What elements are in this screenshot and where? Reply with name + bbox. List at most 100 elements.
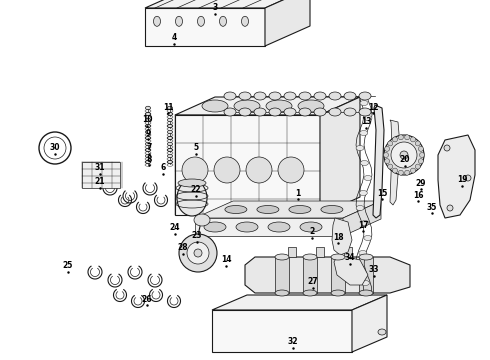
- Ellipse shape: [284, 92, 296, 100]
- Polygon shape: [275, 257, 289, 293]
- Ellipse shape: [411, 168, 416, 173]
- Text: 5: 5: [194, 144, 198, 153]
- Text: 3: 3: [212, 4, 218, 13]
- Ellipse shape: [146, 106, 150, 110]
- Ellipse shape: [289, 206, 311, 213]
- Ellipse shape: [384, 135, 424, 175]
- Ellipse shape: [360, 100, 368, 105]
- Ellipse shape: [400, 151, 408, 159]
- Polygon shape: [331, 257, 345, 293]
- Ellipse shape: [416, 141, 420, 146]
- Polygon shape: [390, 120, 400, 205]
- Polygon shape: [343, 201, 381, 236]
- Ellipse shape: [179, 234, 217, 272]
- Ellipse shape: [356, 145, 364, 150]
- Ellipse shape: [239, 92, 251, 100]
- Text: 1: 1: [295, 189, 301, 198]
- Ellipse shape: [194, 249, 202, 257]
- Ellipse shape: [398, 170, 403, 175]
- Ellipse shape: [398, 135, 403, 140]
- Ellipse shape: [168, 160, 172, 164]
- Ellipse shape: [364, 175, 372, 180]
- Ellipse shape: [168, 136, 172, 140]
- Polygon shape: [212, 310, 352, 352]
- Text: 14: 14: [221, 256, 231, 265]
- Polygon shape: [320, 97, 360, 215]
- Ellipse shape: [257, 206, 279, 213]
- Text: 23: 23: [192, 231, 202, 240]
- Ellipse shape: [329, 108, 341, 116]
- Polygon shape: [344, 247, 352, 257]
- Text: 27: 27: [308, 278, 319, 287]
- Text: 10: 10: [142, 116, 152, 125]
- Ellipse shape: [405, 135, 410, 140]
- Ellipse shape: [364, 296, 372, 301]
- Ellipse shape: [175, 16, 182, 26]
- Ellipse shape: [361, 280, 369, 285]
- Ellipse shape: [234, 100, 260, 112]
- Ellipse shape: [419, 153, 424, 158]
- Polygon shape: [145, 0, 310, 8]
- Ellipse shape: [224, 108, 236, 116]
- Text: 28: 28: [178, 243, 188, 252]
- Polygon shape: [316, 247, 324, 257]
- Ellipse shape: [168, 130, 172, 134]
- Polygon shape: [212, 295, 387, 310]
- Text: 33: 33: [369, 266, 379, 274]
- Text: 20: 20: [400, 156, 410, 165]
- Ellipse shape: [384, 153, 389, 158]
- Polygon shape: [359, 257, 373, 293]
- Ellipse shape: [246, 157, 272, 183]
- Ellipse shape: [220, 16, 226, 26]
- Ellipse shape: [447, 205, 453, 211]
- Ellipse shape: [178, 179, 206, 187]
- Text: 8: 8: [147, 154, 152, 163]
- Ellipse shape: [378, 329, 386, 335]
- Polygon shape: [195, 218, 343, 236]
- Ellipse shape: [329, 92, 341, 100]
- Text: 12: 12: [368, 103, 378, 112]
- Ellipse shape: [153, 16, 161, 26]
- Ellipse shape: [364, 116, 372, 121]
- Ellipse shape: [284, 108, 296, 116]
- Text: 15: 15: [377, 189, 387, 198]
- Ellipse shape: [225, 206, 247, 213]
- Ellipse shape: [239, 108, 251, 116]
- Text: 34: 34: [345, 253, 355, 262]
- Ellipse shape: [299, 108, 311, 116]
- Ellipse shape: [168, 112, 172, 116]
- Ellipse shape: [314, 92, 326, 100]
- Ellipse shape: [275, 290, 289, 296]
- Ellipse shape: [204, 222, 226, 232]
- Ellipse shape: [388, 164, 392, 169]
- Ellipse shape: [168, 142, 172, 146]
- Ellipse shape: [146, 118, 150, 122]
- Ellipse shape: [359, 108, 371, 116]
- Ellipse shape: [214, 157, 240, 183]
- Text: 17: 17: [358, 220, 368, 230]
- Ellipse shape: [392, 168, 397, 173]
- Polygon shape: [245, 257, 410, 293]
- Ellipse shape: [168, 106, 172, 110]
- Ellipse shape: [254, 108, 266, 116]
- Ellipse shape: [356, 206, 364, 211]
- Ellipse shape: [186, 247, 200, 261]
- Text: 25: 25: [63, 261, 73, 270]
- Ellipse shape: [146, 124, 150, 128]
- Ellipse shape: [303, 290, 317, 296]
- Text: 19: 19: [457, 175, 467, 184]
- Ellipse shape: [275, 254, 289, 260]
- Text: 11: 11: [163, 103, 173, 112]
- Text: 18: 18: [333, 233, 343, 242]
- Ellipse shape: [278, 157, 304, 183]
- Ellipse shape: [465, 175, 471, 181]
- Ellipse shape: [321, 206, 343, 213]
- Ellipse shape: [168, 118, 172, 122]
- Ellipse shape: [364, 235, 372, 240]
- Ellipse shape: [405, 170, 410, 175]
- Text: 26: 26: [142, 294, 152, 303]
- Ellipse shape: [361, 220, 369, 225]
- Polygon shape: [195, 201, 381, 218]
- Ellipse shape: [392, 137, 397, 142]
- Ellipse shape: [146, 160, 150, 164]
